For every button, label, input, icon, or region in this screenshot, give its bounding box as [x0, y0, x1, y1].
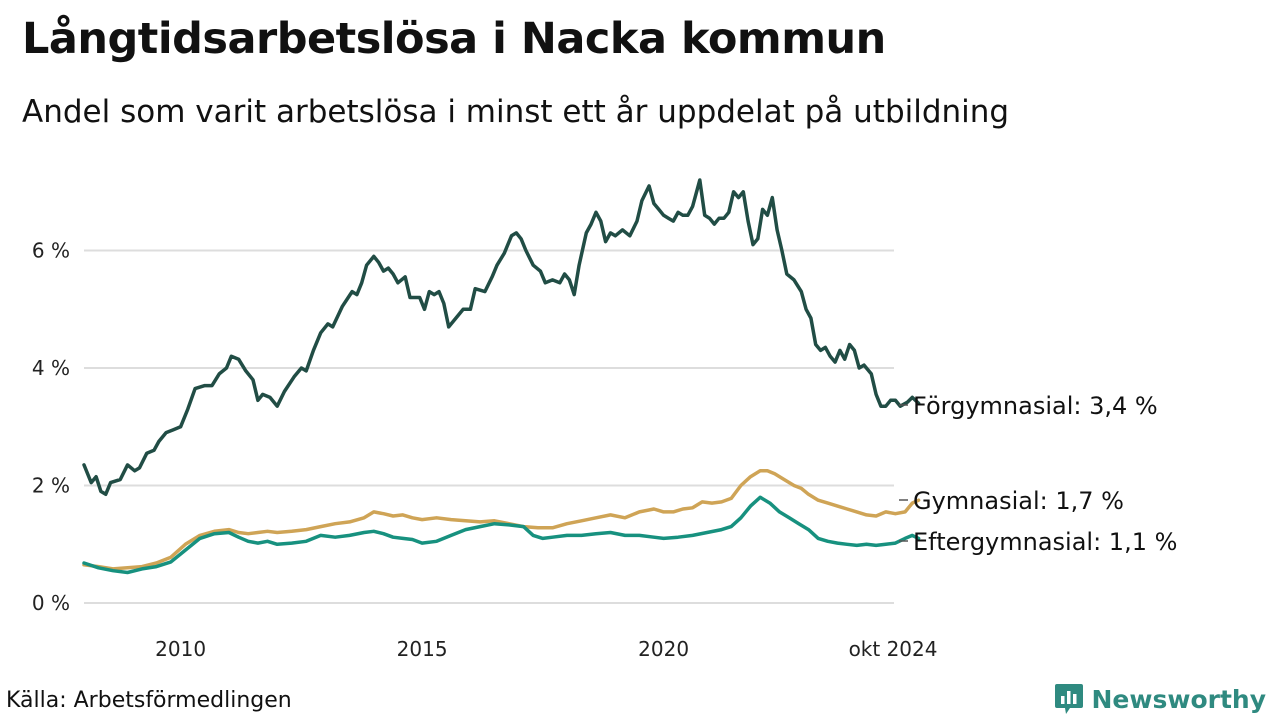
chart-title: Långtidsarbetslösa i Nacka kommun — [22, 14, 886, 64]
series-label-gymnasial: Gymnasial: 1,7 % — [913, 487, 1124, 515]
y-tick-label: 0 % — [32, 591, 70, 615]
x-tick-label: 2010 — [155, 637, 206, 661]
y-tick-label: 6 % — [32, 239, 70, 263]
series-labels: Förgymnasial: 3,4 % Gymnasial: 1,7 % Efter… — [899, 392, 1177, 556]
series-line-gymnasial — [82, 469, 921, 571]
source-note: Källa: Arbetsförmedlingen — [6, 688, 292, 713]
y-axis-ticks: 0 % 2 % 4 % 6 % — [32, 239, 70, 616]
series-lines — [82, 178, 921, 575]
brand-logo: Newsworthy — [1054, 682, 1267, 716]
y-tick-label: 4 % — [32, 356, 70, 380]
brand-name: Newsworthy — [1091, 684, 1267, 714]
x-tick-label: 2020 — [638, 637, 689, 661]
x-tick-label: okt 2024 — [849, 637, 938, 661]
series-line-eftergymnasial — [82, 495, 921, 575]
x-axis-ticks: 2010 2015 2020 okt 2024 — [155, 637, 937, 661]
series-line-förgymnasial — [82, 178, 921, 497]
chart-subtitle: Andel som varit arbetslösa i minst ett å… — [22, 94, 1010, 130]
x-tick-label: 2015 — [397, 637, 448, 661]
y-tick-label: 2 % — [32, 474, 70, 498]
newsworthy-logo-icon — [1054, 684, 1083, 714]
series-label-förgymnasial: Förgymnasial: 3,4 % — [913, 392, 1158, 420]
gridlines — [84, 249, 894, 604]
series-label-eftergymnasial: Eftergymnasial: 1,1 % — [913, 528, 1177, 556]
